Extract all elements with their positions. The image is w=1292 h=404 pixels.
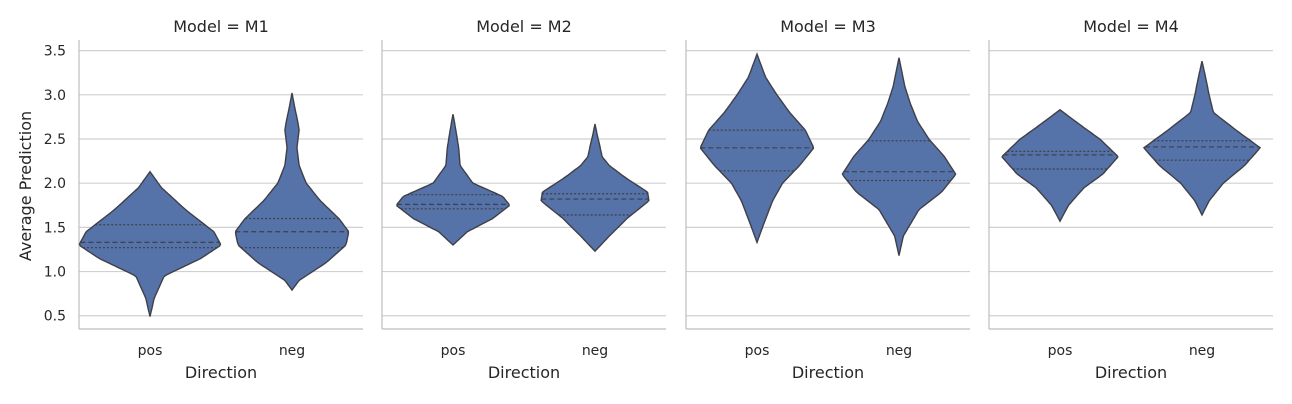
x-axis-label: Direction <box>1095 363 1167 382</box>
facet-title: Model = M2 <box>476 17 572 36</box>
x-tick-label: pos <box>138 343 163 359</box>
x-tick-label: neg <box>279 343 305 359</box>
x-tick-label: pos <box>441 343 466 359</box>
y-tick-label: 3.0 <box>44 88 66 104</box>
violin-neg <box>540 123 650 253</box>
x-tick-label: neg <box>886 343 912 359</box>
facet-title: Model = M4 <box>1083 17 1179 36</box>
y-tick-label: 2.5 <box>44 132 66 148</box>
violin-neg <box>1142 61 1262 217</box>
facet-panel-3: Model = M3 Direction pos neg <box>685 17 970 382</box>
x-tick-label: neg <box>582 343 608 359</box>
x-tick-label: pos <box>745 343 770 359</box>
violin-neg <box>841 57 957 256</box>
violin-pos <box>1001 108 1119 223</box>
x-tick-label: pos <box>1048 343 1073 359</box>
y-axis-label: Average Prediction <box>16 111 35 261</box>
x-axis-label: Direction <box>488 363 560 382</box>
y-tick-label: 3.5 <box>44 44 66 60</box>
x-axis-label: Direction <box>185 363 257 382</box>
violin-pos <box>78 170 222 317</box>
violin-pos <box>396 114 510 246</box>
x-axis-label: Direction <box>792 363 864 382</box>
facet-title: Model = M3 <box>780 17 876 36</box>
y-tick-label: 2.0 <box>44 176 66 192</box>
y-tick-label: 1.5 <box>44 220 66 236</box>
y-tick-label: 0.5 <box>44 309 66 325</box>
violin-neg <box>234 92 350 292</box>
x-tick-label: neg <box>1189 343 1215 359</box>
facet-panel-1: Model = M1 Direction pos neg 0.5 1.0 1.5 2.0 2.5… <box>44 17 363 382</box>
facet-panel-2: Model = M2 Direction pos neg <box>381 17 666 382</box>
facet-panel-4: Model = M4 Direction pos neg <box>988 17 1273 382</box>
y-tick-label: 1.0 <box>44 265 66 281</box>
facet-title: Model = M1 <box>173 17 269 36</box>
